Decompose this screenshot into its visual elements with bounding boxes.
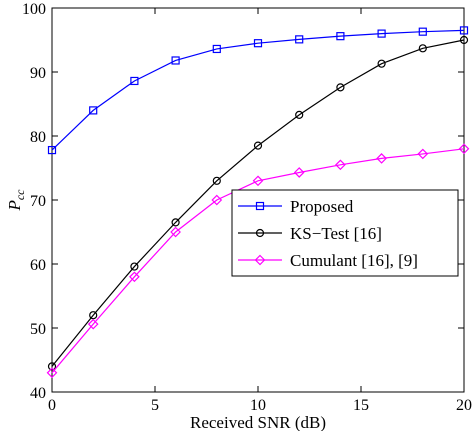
x-axis-label: Received SNR (dB) [190,413,326,431]
data-point [47,362,57,371]
legend-item: Cumulant [16], [9] [238,251,418,270]
data-point [377,29,386,38]
series-circle [47,35,469,371]
series-square [47,26,469,155]
y-tick-label: 100 [22,1,46,18]
y-axis-label-main: P [5,200,24,211]
data-point [459,35,469,45]
x-tick-label: 15 [353,397,369,414]
data-point [293,167,305,178]
data-point [253,39,263,48]
data-point [171,56,180,65]
legend-label: Cumulant [16], [9] [290,251,418,270]
data-point [212,44,221,54]
data-point [418,44,427,53]
data-point [458,143,470,155]
y-axis-label: Pcc [5,189,27,212]
y-tick-label: 50 [30,321,46,338]
series-line [51,39,465,367]
data-point [89,311,98,320]
data-point [295,110,304,119]
data-point [459,26,469,35]
data-point [336,32,345,41]
data-point [212,176,221,185]
legend-label: Proposed [290,197,354,216]
data-point [335,159,346,171]
data-point [377,59,386,68]
series-line [51,29,465,151]
axis-ticks [51,7,465,393]
data-point [252,175,264,187]
data-point [89,106,98,115]
data-point [130,76,139,86]
data-point [130,262,139,271]
data-point [376,153,387,164]
data-point [254,254,266,266]
x-tick-label: 0 [48,397,56,414]
series-line [51,148,465,374]
legend-item: Proposed [238,197,354,216]
data-point [170,226,181,238]
legend: Proposed KS−Test [16] Cumulant [16], [9] [231,189,459,277]
x-tick-label: 10 [250,397,266,414]
data-point [253,141,263,150]
y-tick-label: 40 [30,385,46,402]
x-tick-label: 5 [151,397,159,414]
series-diamond [46,143,470,379]
data-point [255,201,265,211]
y-tick-label: 80 [30,129,46,146]
data-point [129,271,140,283]
y-axis-label-subscript: cc [13,189,27,200]
data-point [295,35,304,44]
y-tick-label: 90 [30,65,46,82]
y-tick-label: 70 [30,193,46,210]
series-layer [46,26,470,379]
legend-item: KS−Test [16] [238,224,382,243]
data-point [47,145,57,155]
x-tick-label: 20 [456,397,472,414]
data-point [211,194,223,206]
legend-label: KS−Test [16] [290,224,382,243]
data-point [418,27,427,36]
data-point [87,318,99,330]
data-point [46,367,58,379]
data-point [171,218,180,227]
axis-tick-labels: 0 5 10 15 20 40 50 60 70 80 90 100 [22,1,472,414]
data-point [336,83,345,92]
y-tick-label: 60 [30,257,46,274]
data-point [255,228,265,238]
data-point [417,148,429,160]
